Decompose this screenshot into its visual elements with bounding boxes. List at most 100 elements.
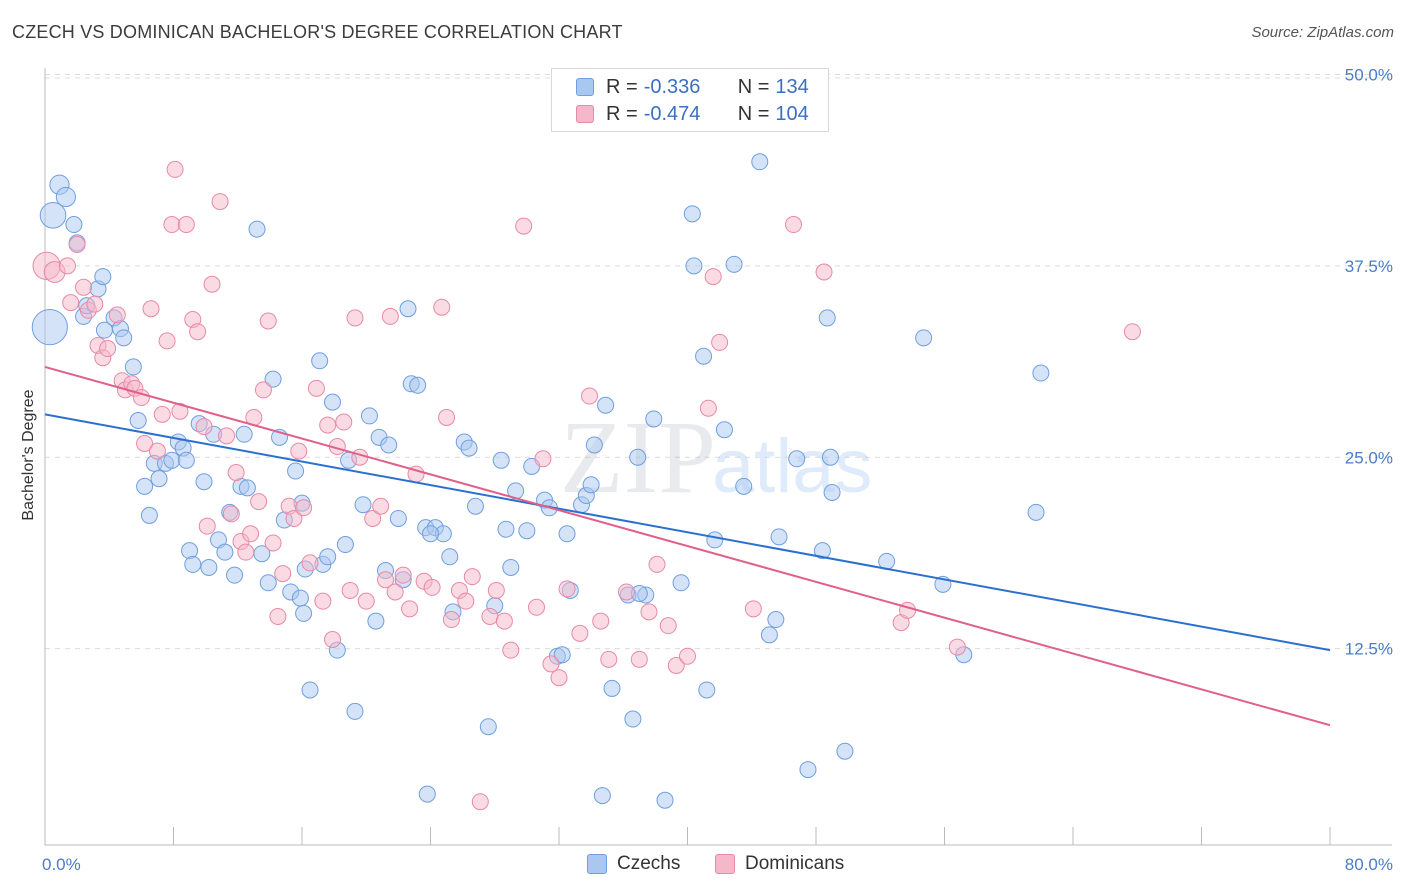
czech-point-93 <box>582 476 600 494</box>
czech-point-94 <box>585 436 603 454</box>
dominican-point-77 <box>481 607 499 625</box>
y-axis-label: Bachelor's Degree <box>20 389 37 520</box>
czech-point-112 <box>751 153 769 171</box>
czech-point-52 <box>319 548 337 566</box>
czech-point-1 <box>39 202 67 229</box>
dominican-point-32 <box>218 427 236 445</box>
czech-point-99 <box>624 710 642 728</box>
czech-point-63 <box>380 436 398 454</box>
trend-lines <box>44 365 1331 727</box>
dominican-point-11 <box>108 306 126 324</box>
dominican-point-103 <box>815 263 833 281</box>
dominican-point-22 <box>163 216 181 234</box>
dominican-point-19 <box>148 442 166 460</box>
dominican-point-46 <box>285 509 303 527</box>
legend-row-dominican: R = -0.474 N = 104 <box>576 101 809 127</box>
dominican-point-53 <box>324 630 342 648</box>
y-tick-label-2: 37.5% <box>1345 257 1393 276</box>
czech-point-89 <box>553 646 571 664</box>
legend-item-czechs[interactable]: Czechs <box>587 851 680 877</box>
czech-point-16 <box>136 477 154 495</box>
czechs-label: Czechs <box>617 853 681 874</box>
czech-point-120 <box>821 448 839 466</box>
czech-point-107 <box>698 681 716 699</box>
czech-point-47 <box>295 604 313 622</box>
czech-point-36 <box>235 425 253 443</box>
czech-point-68 <box>409 376 427 394</box>
dominican-point-72 <box>442 611 460 629</box>
czech-point-3 <box>55 186 76 208</box>
dominican-point-102 <box>785 216 803 234</box>
dominican-point-30 <box>203 275 221 293</box>
dominican-point-66 <box>401 600 419 618</box>
dominican-point-47 <box>290 442 308 460</box>
dominican-point-83 <box>534 450 552 468</box>
chart-title: CZECH VS DOMINICAN BACHELOR'S DEGREE COR… <box>12 22 623 42</box>
dominican-point-101 <box>744 600 762 618</box>
n-value-czech: 134 <box>775 75 809 98</box>
source-label: Source: ZipAtlas.com <box>1251 24 1394 41</box>
czech-point-103 <box>672 574 690 592</box>
dominican-point-107 <box>1123 323 1141 341</box>
dominican-point-34 <box>227 464 245 482</box>
dominican-points <box>32 160 1141 811</box>
czech-point-59 <box>360 407 378 425</box>
n-label: N = <box>737 75 770 98</box>
dominican-point-29 <box>198 517 216 535</box>
dominican-point-4 <box>68 235 86 253</box>
czech-point-132 <box>422 525 439 543</box>
czech-point-106 <box>695 347 713 365</box>
dominican-point-39 <box>250 493 268 511</box>
czech-point-113 <box>760 626 778 644</box>
dominican-point-5 <box>75 278 93 296</box>
czech-point-41 <box>264 370 282 388</box>
dominican-point-87 <box>571 624 589 642</box>
czech-point-101 <box>645 410 663 428</box>
dominican-point-82 <box>528 598 546 616</box>
czech-trend-line <box>44 413 1331 652</box>
r-label: R = <box>606 102 638 125</box>
dominican-point-52 <box>319 416 337 434</box>
dominican-point-33 <box>222 505 240 523</box>
dominican-point-63 <box>381 307 399 325</box>
czech-point-109 <box>715 421 733 439</box>
czech-point-66 <box>399 300 417 318</box>
czech-point-26 <box>184 555 202 573</box>
czech-point-34 <box>226 566 244 584</box>
dominican-point-99 <box>704 268 722 286</box>
legend-item-dominicans[interactable]: Dominicans <box>715 851 844 877</box>
dominican-point-80 <box>502 641 520 659</box>
czech-point-13 <box>115 329 133 347</box>
czech-point-80 <box>492 451 510 469</box>
dominican-point-79 <box>495 612 513 630</box>
czech-point-21 <box>163 451 181 469</box>
dominican-point-24 <box>171 402 189 420</box>
czech-point-115 <box>770 528 788 546</box>
dominicans-label: Dominicans <box>745 853 845 874</box>
dominican-point-86 <box>558 580 576 598</box>
czech-point-4 <box>65 216 83 234</box>
n-value-dominican: 104 <box>775 102 809 125</box>
dominican-point-94 <box>648 555 666 573</box>
y-tick-label-3: 50.0% <box>1345 66 1393 85</box>
czech-point-116 <box>788 450 806 468</box>
dominican-point-84 <box>542 655 560 673</box>
czech-point-53 <box>324 393 342 411</box>
stats-legend: R = -0.336 N = 134 R = -0.474 N = 104 <box>551 68 829 132</box>
dominican-point-36 <box>237 543 255 561</box>
czech-point-49 <box>301 681 319 699</box>
czech-point-82 <box>502 558 520 576</box>
czech-point-45 <box>287 462 305 480</box>
dominican-point-88 <box>581 387 599 405</box>
dominican-point-78 <box>487 581 505 599</box>
czech-point-102 <box>656 791 674 809</box>
czech-point-111 <box>735 477 753 495</box>
czech-point-28 <box>195 473 213 491</box>
dominican-point-3 <box>62 294 80 312</box>
dominican-point-85 <box>550 669 568 687</box>
czech-point-97 <box>603 679 621 697</box>
x-tick-label-min: 0.0% <box>42 855 81 874</box>
czech-point-127 <box>1027 503 1045 521</box>
dominican-point-31 <box>211 193 229 211</box>
dominican-point-81 <box>515 217 533 235</box>
